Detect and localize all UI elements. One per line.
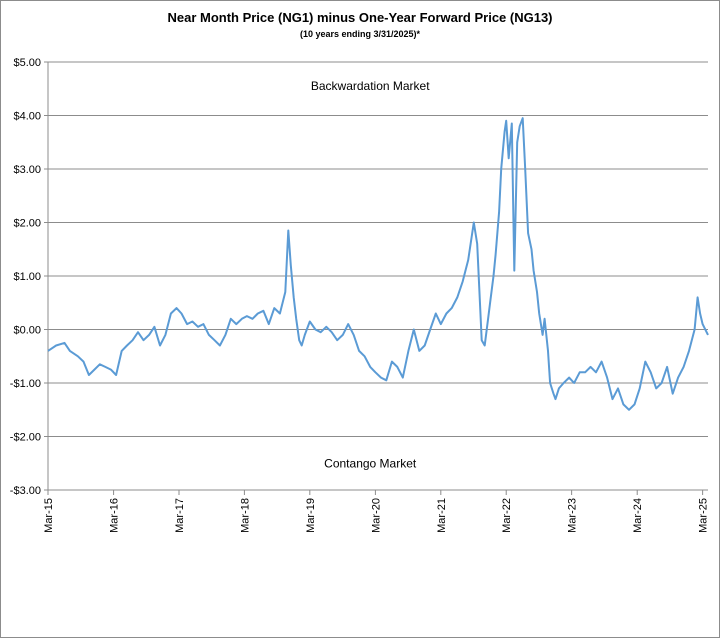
x-tick-label: Mar-20 bbox=[370, 498, 382, 533]
x-tick-label: Mar-19 bbox=[305, 498, 317, 533]
x-tick-label: Mar-22 bbox=[501, 498, 513, 533]
y-tick-label: $5.00 bbox=[13, 57, 41, 69]
x-tick-label: Mar-16 bbox=[109, 498, 121, 533]
y-tick-label: -$3.00 bbox=[10, 485, 41, 497]
x-tick-label: Mar-18 bbox=[239, 498, 251, 533]
x-tick-label: Mar-17 bbox=[174, 498, 186, 533]
series-group bbox=[47, 117, 709, 411]
x-tick-label: Mar-21 bbox=[436, 498, 448, 533]
y-tick-label: $3.00 bbox=[13, 164, 41, 176]
y-tick-label: $0.00 bbox=[13, 325, 41, 337]
annotation-label: Contango Market bbox=[324, 456, 417, 470]
y-tick-label: $4.00 bbox=[13, 111, 41, 123]
annotation-label: Backwardation Market bbox=[311, 79, 430, 93]
x-tick-label: Mar-15 bbox=[43, 498, 55, 533]
y-tick-label: -$1.00 bbox=[10, 378, 41, 390]
chart-subtitle: (10 years ending 3/31/2025)* bbox=[299, 29, 421, 39]
x-tick-label: Mar-23 bbox=[567, 498, 579, 533]
y-tick-label: $1.00 bbox=[13, 271, 41, 283]
gridlines bbox=[48, 61, 708, 491]
axes bbox=[47, 62, 708, 491]
series-line bbox=[47, 117, 709, 411]
y-tick-label: -$2.00 bbox=[10, 432, 41, 444]
x-axis-ticks: Mar-15 Mar-16 Mar-17 Mar-18 Mar-19 Mar-20 Mar-… bbox=[43, 490, 710, 533]
y-tick-label: $2.00 bbox=[13, 218, 41, 230]
annotations: Backwardation Market Contango Market bbox=[311, 79, 430, 470]
chart-title: Near Month Price (NG1) minus One-Year Fo… bbox=[167, 10, 553, 25]
x-tick-label: Mar-24 bbox=[632, 498, 644, 533]
x-tick-label: Mar-25 bbox=[698, 498, 710, 533]
y-axis-ticks: $5.00 $4.00 $3.00 $2.00 $1.00 $0.00 -$1.00 -$2.… bbox=[10, 57, 48, 497]
